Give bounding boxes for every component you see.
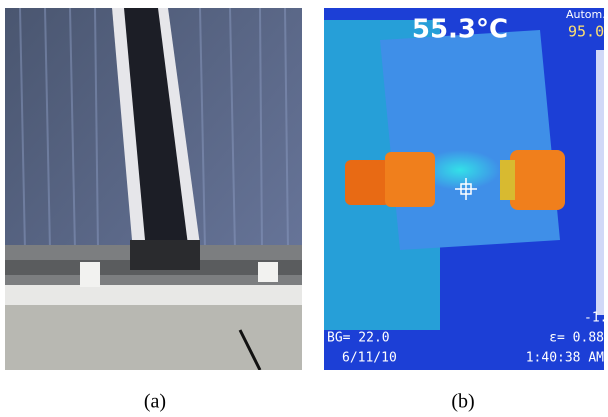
figure: 55.3°C Autom. 95.0 -1.3 BG= 22.0 ε= 0.88… [0,0,608,417]
temperature: 55.3°C [412,15,508,45]
date: 6/11/10 [342,351,397,366]
mode: Autom. [566,8,606,21]
emissivity: ε= 0.88 [549,331,604,346]
time: 1:40:38 AM [526,351,604,366]
thermal-image-b: 55.3°C Autom. 95.0 -1.3 BG= 22.0 ε= 0.88… [324,8,608,370]
caption-b: (b) [451,391,474,413]
background-temp: BG= 22.0 [327,331,390,346]
photo-a [5,8,302,370]
min-value: -1.3 [584,311,608,326]
caption-a: (a) [144,391,166,413]
max-value: 95.0 [568,23,604,41]
